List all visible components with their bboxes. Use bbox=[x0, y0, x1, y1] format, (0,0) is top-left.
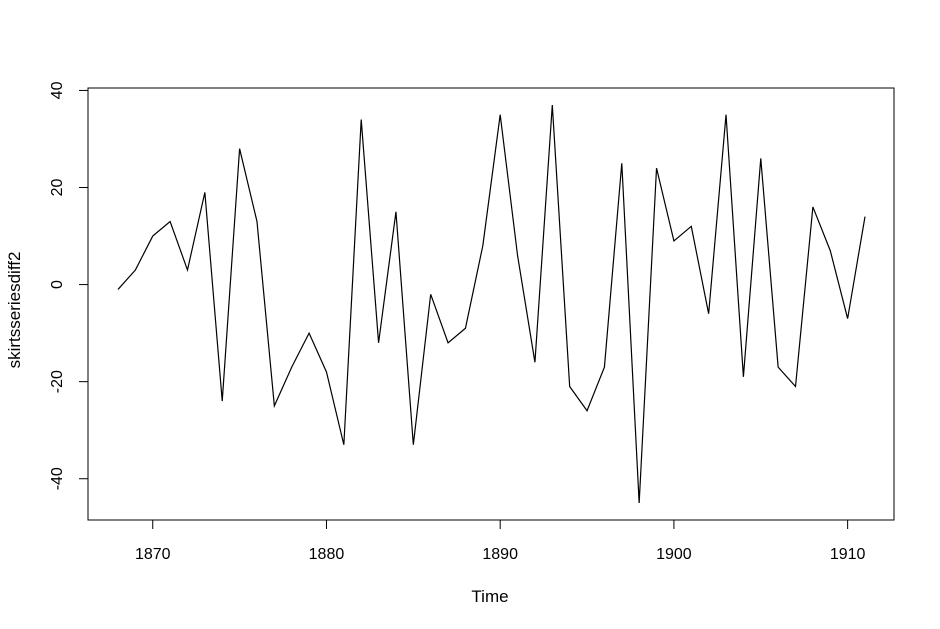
data-point bbox=[187, 269, 188, 270]
data-point bbox=[256, 221, 257, 222]
data-point bbox=[482, 245, 483, 246]
x-tick-label: 1900 bbox=[656, 546, 692, 563]
data-point bbox=[430, 294, 431, 295]
data-point bbox=[864, 216, 865, 217]
data-point bbox=[170, 221, 171, 222]
data-point bbox=[708, 313, 709, 314]
x-axis-title: Time bbox=[471, 587, 508, 606]
data-point bbox=[117, 289, 118, 290]
series-layer bbox=[117, 104, 866, 504]
y-tick-label: 0 bbox=[49, 280, 66, 289]
data-point bbox=[673, 240, 674, 241]
data-point bbox=[586, 410, 587, 411]
data-point bbox=[725, 114, 726, 115]
data-point bbox=[361, 119, 362, 120]
y-axis: -40 -20 0 20 40 bbox=[49, 81, 89, 490]
data-point bbox=[447, 342, 448, 343]
data-point bbox=[395, 211, 396, 212]
y-tick-label: -20 bbox=[49, 370, 66, 393]
data-point bbox=[239, 148, 240, 149]
data-point bbox=[621, 163, 622, 164]
data-point bbox=[552, 104, 553, 105]
data-point bbox=[691, 226, 692, 227]
data-point bbox=[274, 405, 275, 406]
data-point bbox=[656, 167, 657, 168]
data-point bbox=[378, 342, 379, 343]
y-tick-label: -40 bbox=[49, 467, 66, 490]
data-point bbox=[308, 333, 309, 334]
x-tick-label: 1870 bbox=[135, 546, 171, 563]
data-point bbox=[812, 206, 813, 207]
data-point bbox=[639, 502, 640, 503]
data-point bbox=[500, 114, 501, 115]
x-axis: 1870 1880 1890 1900 1910 bbox=[135, 519, 866, 563]
data-point bbox=[760, 158, 761, 159]
y-axis-title: skirtsseriesdiff2 bbox=[5, 252, 24, 369]
data-point bbox=[326, 371, 327, 372]
data-point bbox=[517, 255, 518, 256]
data-point bbox=[569, 386, 570, 387]
data-point bbox=[534, 362, 535, 363]
data-point bbox=[135, 269, 136, 270]
data-point bbox=[343, 444, 344, 445]
x-tick-label: 1910 bbox=[830, 546, 866, 563]
series-line bbox=[117, 104, 866, 504]
data-point bbox=[830, 250, 831, 251]
x-tick-label: 1890 bbox=[482, 546, 518, 563]
y-tick-label: 20 bbox=[49, 179, 66, 197]
data-point bbox=[222, 400, 223, 401]
data-point bbox=[743, 376, 744, 377]
data-point bbox=[604, 366, 605, 367]
data-point bbox=[152, 235, 153, 236]
y-tick-label: 40 bbox=[49, 81, 66, 99]
data-point bbox=[795, 386, 796, 387]
data-point bbox=[413, 444, 414, 445]
data-point bbox=[778, 366, 779, 367]
data-point bbox=[291, 366, 292, 367]
x-tick-label: 1880 bbox=[309, 546, 345, 563]
data-point bbox=[465, 328, 466, 329]
data-point bbox=[204, 192, 205, 193]
data-point bbox=[847, 318, 848, 319]
